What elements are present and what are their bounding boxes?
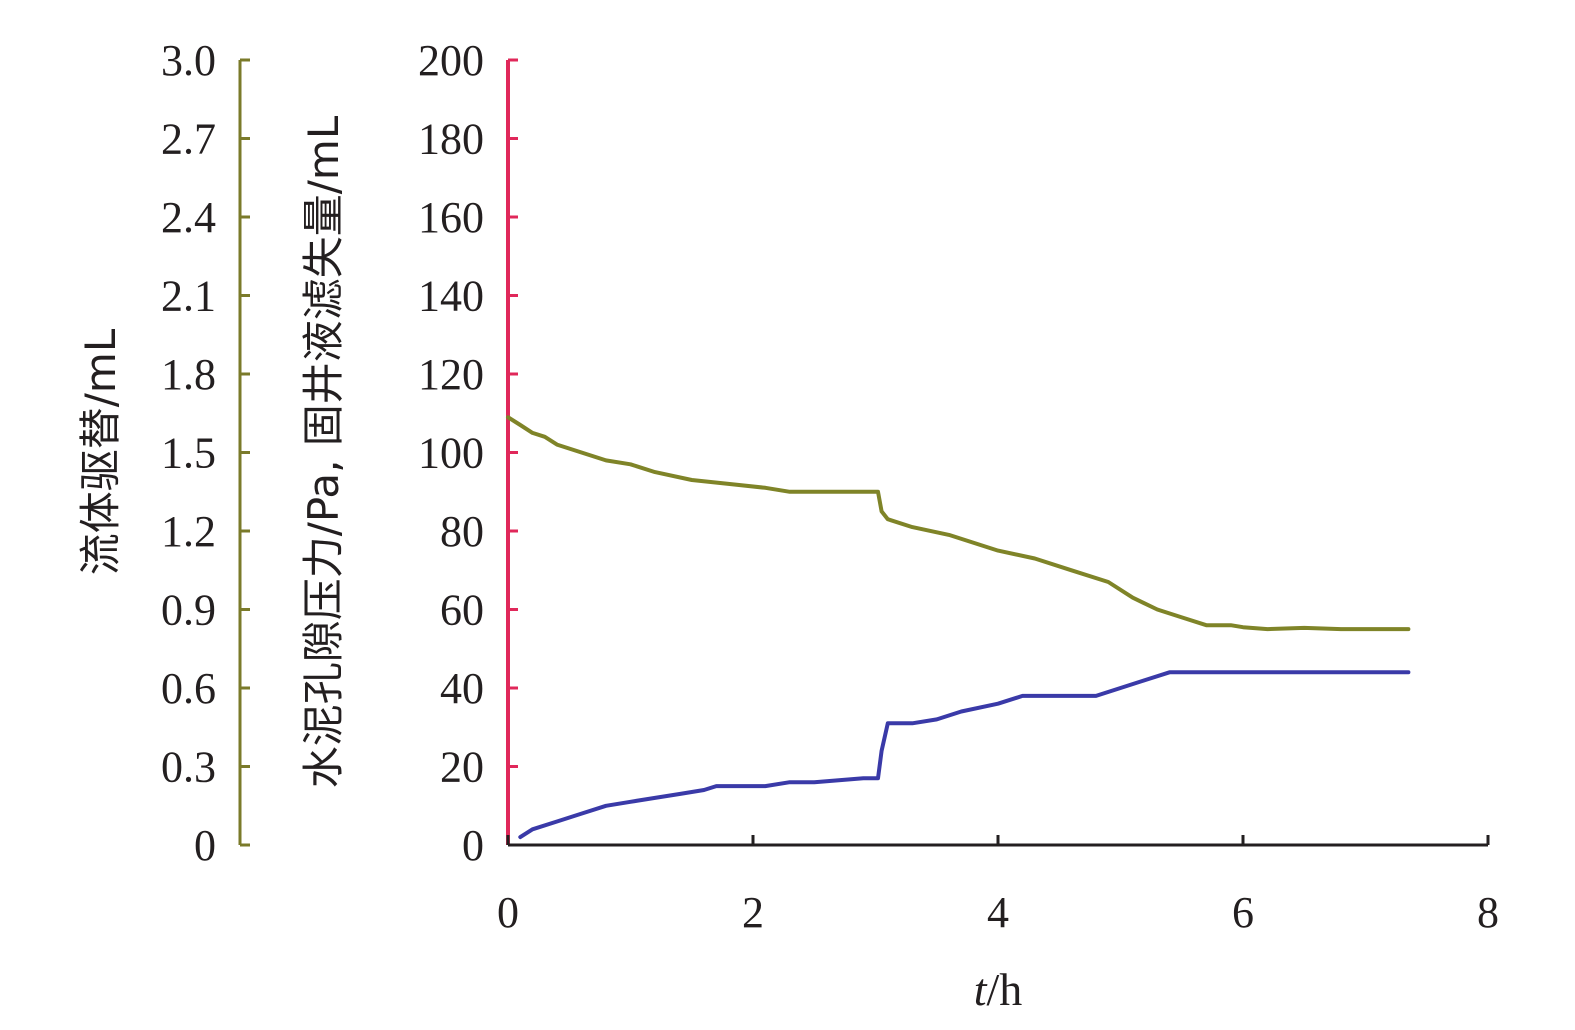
- outer-y-tick-label: 0.6: [161, 664, 216, 713]
- inner-y-tick-label: 80: [440, 507, 484, 556]
- outer-y-axis: 0 0.3 0.6 0.9 1.2 1.5 1.8 2.1 2.4 2.7 3.0: [161, 36, 250, 870]
- inner-y-tick-label: 20: [440, 743, 484, 792]
- outer-y-tick-label: 2.4: [161, 193, 216, 242]
- outer-y-tick-label: 3.0: [161, 36, 216, 85]
- outer-y-tick-label: 0: [194, 821, 216, 870]
- outer-y-tick-label: 1.8: [161, 350, 216, 399]
- inner-y-axis: 0 20 40 60 80 100 120 140 160 180 200: [418, 36, 518, 870]
- x-axis-title-rest: /h: [987, 964, 1023, 1015]
- x-axis: 0 2 4 6 8: [497, 835, 1499, 937]
- inner-y-tick-label: 180: [418, 115, 484, 164]
- inner-y-tick-label: 0: [462, 821, 484, 870]
- x-axis-title: t/h: [974, 964, 1023, 1015]
- series-line-1: [506, 415, 1411, 632]
- inner-y-tick-label: 120: [418, 350, 484, 399]
- x-tick-label: 6: [1232, 888, 1254, 937]
- outer-y-tick-label: 0.9: [161, 586, 216, 635]
- inner-y-tick-label: 100: [418, 429, 484, 478]
- inner-y-axis-title: 水泥孔隙压力/Pa, 固井液滤失量/mL: [299, 115, 348, 788]
- outer-y-tick-label: 1.2: [161, 507, 216, 556]
- inner-y-tick-label: 60: [440, 586, 484, 635]
- x-axis-title-italic: t: [974, 964, 988, 1015]
- outer-y-tick-label: 1.5: [161, 429, 216, 478]
- series-line-2: [518, 670, 1411, 840]
- series-lines: [506, 415, 1411, 840]
- x-tick-label: 8: [1477, 888, 1499, 937]
- x-tick-label: 4: [987, 888, 1009, 937]
- inner-y-tick-label: 40: [440, 664, 484, 713]
- x-tick-label: 2: [742, 888, 764, 937]
- outer-y-tick-label: 2.7: [161, 115, 216, 164]
- outer-y-axis-title: 流体驱替/mL: [76, 328, 125, 575]
- inner-y-tick-label: 140: [418, 272, 484, 321]
- inner-y-tick-label: 200: [418, 36, 484, 85]
- inner-y-tick-label: 160: [418, 193, 484, 242]
- outer-y-tick-label: 0.3: [161, 743, 216, 792]
- outer-y-tick-label: 2.1: [161, 272, 216, 321]
- x-tick-label: 0: [497, 888, 519, 937]
